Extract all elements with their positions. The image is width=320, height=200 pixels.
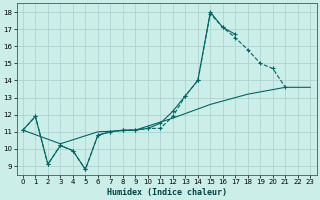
- X-axis label: Humidex (Indice chaleur): Humidex (Indice chaleur): [107, 188, 227, 197]
